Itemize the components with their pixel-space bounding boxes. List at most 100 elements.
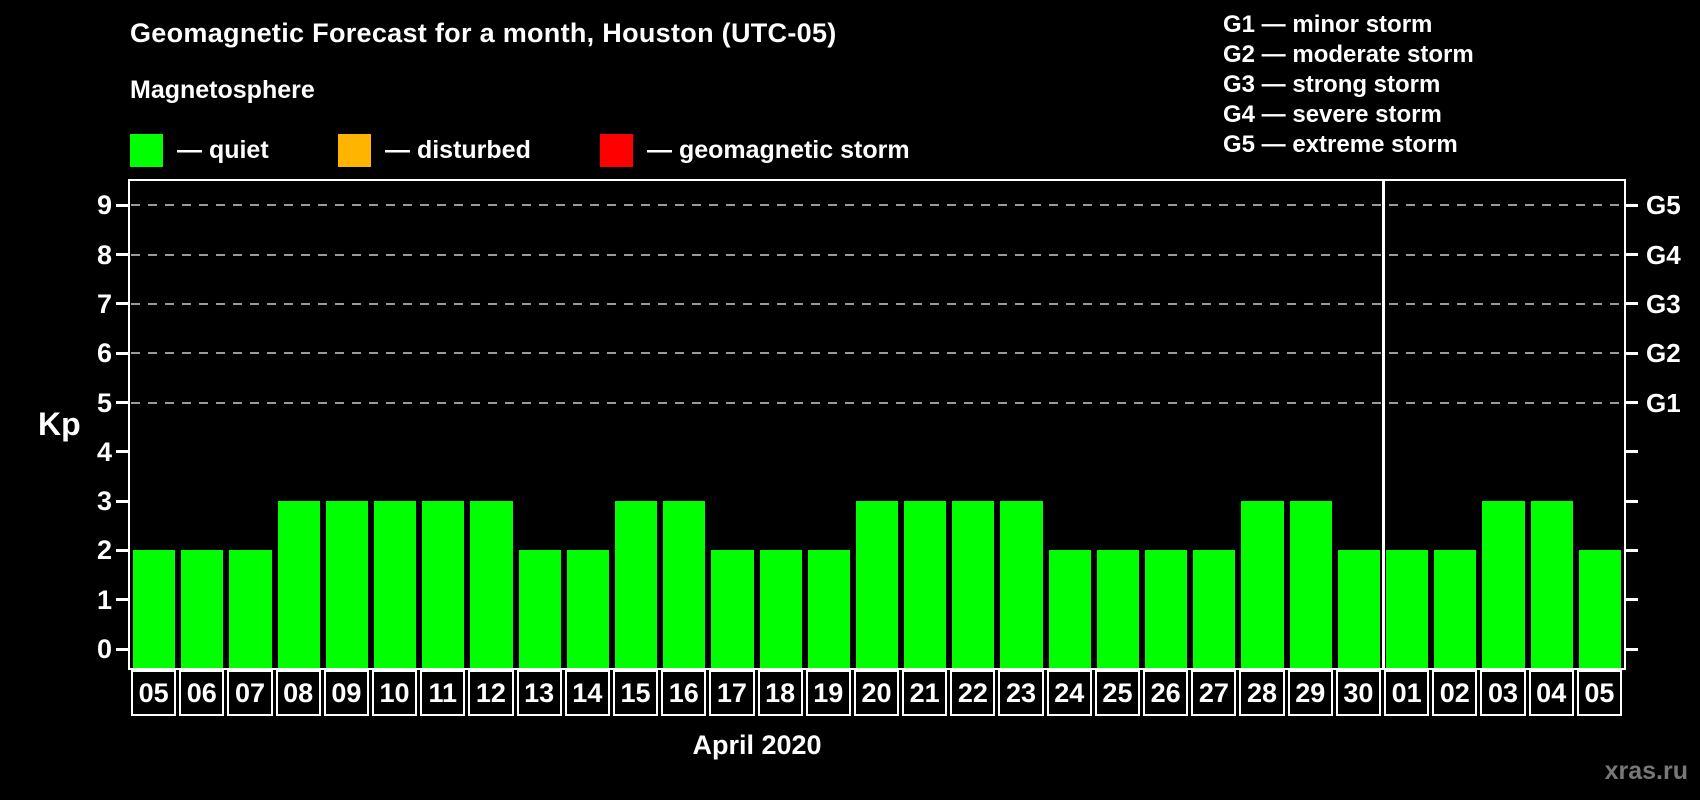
kp-bar bbox=[1096, 550, 1140, 668]
kp-bar bbox=[1241, 501, 1284, 668]
y-axis-tick bbox=[116, 598, 130, 602]
y-axis-tick bbox=[116, 450, 130, 454]
kp-bar bbox=[422, 501, 465, 668]
kp-bar bbox=[518, 550, 561, 668]
day-label: 14 bbox=[564, 670, 610, 716]
kp-bar bbox=[904, 501, 947, 668]
y-axis-title: Kp bbox=[38, 406, 81, 442]
day-label: 26 bbox=[1143, 670, 1189, 716]
day-label: 29 bbox=[1287, 670, 1333, 716]
month-separator-line bbox=[1381, 181, 1385, 668]
g-legend-line: G2 — moderate storm bbox=[1223, 41, 1474, 68]
kp-bar bbox=[1048, 550, 1091, 668]
y-axis-tick bbox=[116, 499, 130, 503]
day-label: 23 bbox=[998, 670, 1044, 716]
day-label: 05 bbox=[131, 670, 177, 716]
day-label: 06 bbox=[179, 670, 225, 716]
kp-bar bbox=[1386, 550, 1429, 668]
day-label: 15 bbox=[612, 670, 659, 716]
day-label: 30 bbox=[1335, 670, 1382, 716]
day-label: 04 bbox=[1528, 670, 1574, 716]
g-axis-tick bbox=[1624, 351, 1638, 355]
y-tick-label: 0 bbox=[96, 634, 112, 664]
kp-bar bbox=[1578, 550, 1621, 668]
legend-swatch-quiet bbox=[130, 134, 163, 167]
kp-bar bbox=[1000, 501, 1043, 668]
kp-bar bbox=[470, 501, 513, 668]
kp-bar bbox=[807, 550, 850, 668]
y-axis-tick bbox=[116, 253, 130, 257]
day-label: 28 bbox=[1239, 670, 1285, 716]
g-axis-tick bbox=[1624, 253, 1638, 257]
y-tick-label: 7 bbox=[96, 288, 112, 319]
y-axis-tick bbox=[116, 401, 130, 404]
day-label: 18 bbox=[757, 670, 803, 716]
day-label: 25 bbox=[1094, 670, 1141, 716]
kp-bar bbox=[1337, 550, 1381, 668]
legend-item-geomagnetic-storm: — geomagnetic storm bbox=[600, 134, 910, 167]
day-label: 27 bbox=[1191, 670, 1237, 716]
kp-bar bbox=[133, 550, 176, 668]
magnetosphere-label: Magnetosphere bbox=[130, 76, 315, 104]
day-label: 20 bbox=[853, 670, 900, 716]
day-label: 19 bbox=[805, 670, 851, 716]
watermark: xras.ru bbox=[1604, 757, 1688, 785]
kp-bar bbox=[277, 501, 320, 668]
y-axis-tick bbox=[116, 548, 130, 552]
day-label: 01 bbox=[1384, 670, 1430, 716]
day-label: 22 bbox=[950, 670, 996, 716]
kp-bar bbox=[325, 501, 368, 668]
g-legend-line: G4 — severe storm bbox=[1223, 101, 1442, 128]
legend-label-geomagnetic-storm: — geomagnetic storm bbox=[647, 136, 910, 164]
kp-bar bbox=[711, 550, 754, 668]
g-axis-tick bbox=[1624, 302, 1638, 306]
g-axis-tick bbox=[1624, 548, 1638, 552]
day-label: 11 bbox=[420, 670, 466, 716]
legend-label-quiet: — quiet bbox=[177, 136, 269, 164]
day-label: 08 bbox=[275, 670, 321, 716]
legend-swatch-geomagnetic-storm bbox=[600, 134, 633, 167]
kp-bar bbox=[229, 550, 272, 668]
g-axis-tick bbox=[1624, 598, 1638, 602]
y-axis-tick bbox=[116, 302, 130, 306]
g-scale-label: G1 bbox=[1646, 387, 1681, 418]
kp-bar bbox=[566, 550, 609, 668]
plot-area bbox=[128, 179, 1626, 670]
g-axis-tick bbox=[1624, 401, 1638, 404]
day-label: 13 bbox=[516, 670, 562, 716]
gridline bbox=[131, 253, 1623, 256]
g-legend-line: G3 — strong storm bbox=[1223, 71, 1441, 98]
day-label: 12 bbox=[468, 670, 514, 716]
kp-bar bbox=[1193, 550, 1236, 668]
kp-bar bbox=[952, 501, 995, 668]
g-legend-line: G1 — minor storm bbox=[1223, 11, 1433, 38]
g-scale-label: G3 bbox=[1646, 288, 1681, 319]
g-legend-line: G5 — extreme storm bbox=[1223, 131, 1458, 158]
g-scale-label: G5 bbox=[1646, 190, 1681, 221]
g-scale-label: G4 bbox=[1646, 239, 1681, 270]
kp-bar bbox=[759, 550, 802, 668]
y-tick-label: 1 bbox=[96, 584, 112, 615]
kp-bar bbox=[1482, 501, 1525, 668]
kp-bar bbox=[1434, 550, 1477, 668]
day-label: 24 bbox=[1046, 670, 1092, 716]
day-label: 21 bbox=[902, 670, 948, 716]
day-label: 03 bbox=[1480, 670, 1526, 716]
day-label: 10 bbox=[371, 670, 418, 716]
y-tick-label: 2 bbox=[96, 535, 112, 566]
chart-title: Geomagnetic Forecast for a month, Housto… bbox=[130, 18, 837, 48]
g-axis-tick bbox=[1624, 647, 1638, 651]
day-label: 09 bbox=[323, 670, 369, 716]
day-label: 02 bbox=[1432, 670, 1478, 716]
kp-bar bbox=[1145, 550, 1188, 668]
gridline bbox=[131, 204, 1623, 207]
legend-item-quiet: — quiet bbox=[130, 134, 269, 167]
g-axis-tick bbox=[1624, 203, 1638, 207]
kp-bar bbox=[181, 550, 224, 668]
y-tick-label: 6 bbox=[96, 338, 112, 369]
day-label: 17 bbox=[709, 670, 755, 716]
g-axis-tick bbox=[1624, 450, 1638, 454]
gridline bbox=[131, 352, 1623, 355]
gridline bbox=[131, 302, 1623, 305]
